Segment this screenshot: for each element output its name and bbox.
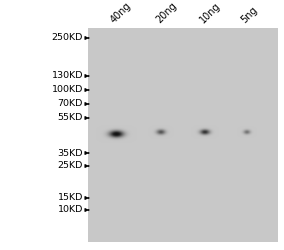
Text: 100KD: 100KD	[52, 86, 83, 94]
Text: 70KD: 70KD	[58, 100, 83, 108]
Text: 35KD: 35KD	[57, 148, 83, 158]
Text: 20ng: 20ng	[154, 0, 179, 25]
Bar	[88, 28, 278, 242]
Text: 5ng: 5ng	[240, 5, 260, 25]
Text: 15KD: 15KD	[58, 194, 83, 202]
Text: 55KD: 55KD	[58, 114, 83, 122]
Text: 250KD: 250KD	[52, 34, 83, 42]
Text: 130KD: 130KD	[51, 72, 83, 80]
Text: 10KD: 10KD	[58, 206, 83, 214]
Text: 10ng: 10ng	[198, 0, 222, 25]
Text: 40ng: 40ng	[108, 0, 133, 25]
Text: 25KD: 25KD	[58, 162, 83, 170]
